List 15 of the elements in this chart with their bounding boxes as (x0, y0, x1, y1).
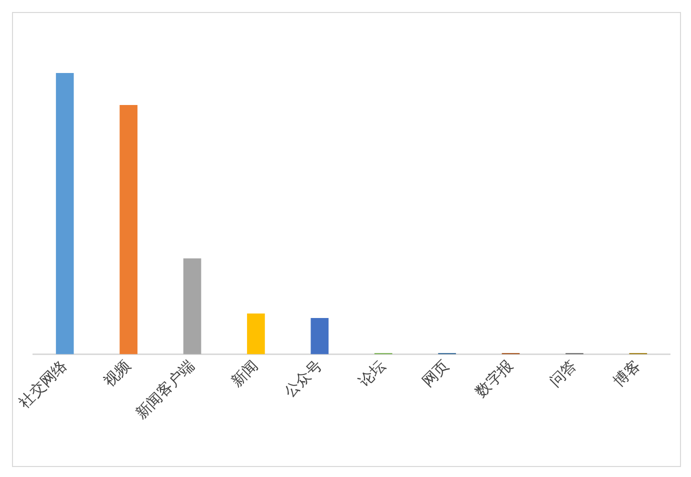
x-tick-label: 博客 (610, 357, 644, 390)
x-tick-label: 公众号 (281, 357, 326, 402)
x-tick-label: 新闻 (228, 357, 262, 390)
x-tick-label: 论坛 (356, 357, 389, 390)
x-tick-label: 网页 (420, 358, 453, 390)
x-tick-label: 视频 (100, 357, 134, 390)
bar (183, 258, 202, 354)
bar (247, 313, 265, 354)
bar (310, 318, 329, 354)
bar (120, 105, 138, 354)
x-tick-label: 数字报 (472, 357, 516, 402)
x-tick-label: 问答 (546, 357, 580, 390)
x-tick-label: 新闻客户端 (132, 357, 198, 422)
bar (56, 73, 74, 354)
x-tick-label: 社交网络 (16, 357, 70, 412)
